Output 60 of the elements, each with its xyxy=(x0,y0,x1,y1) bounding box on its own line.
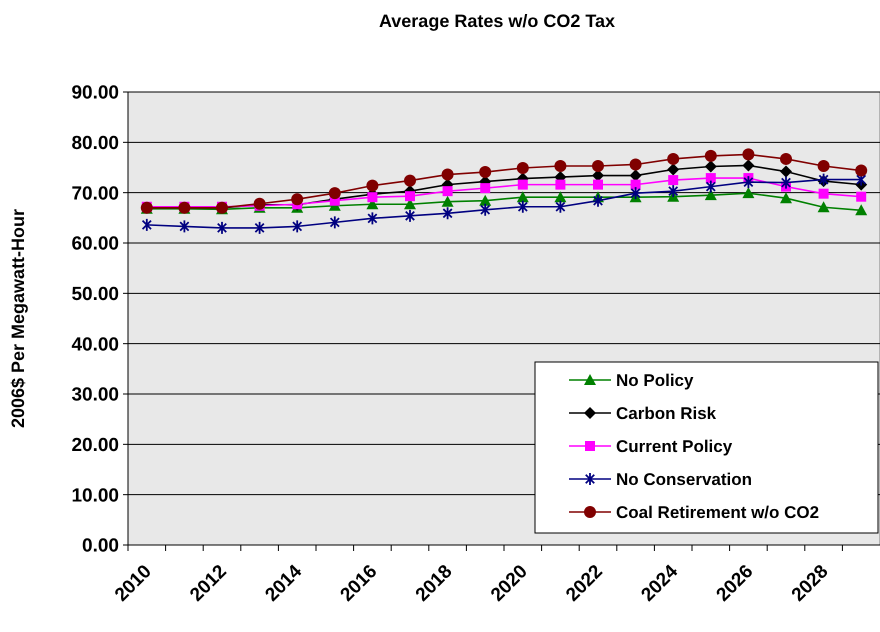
y-axis-title: 2006$ Per Megawatt-Hour xyxy=(8,208,28,428)
point xyxy=(818,188,829,199)
legend-label: No Policy xyxy=(616,370,694,390)
point xyxy=(780,192,792,204)
legend-label: Coal Retirement w/o CO2 xyxy=(616,502,820,522)
point xyxy=(480,183,490,194)
point xyxy=(479,166,492,178)
y-tick-label: 60.00 xyxy=(71,234,119,255)
y-tick-label: 0.00 xyxy=(82,536,119,557)
point xyxy=(856,192,866,202)
point xyxy=(630,187,640,200)
point xyxy=(516,162,529,174)
point xyxy=(706,173,716,184)
chart-title: Average Rates w/o CO2 Tax xyxy=(378,11,616,31)
point xyxy=(554,191,566,202)
legend-label: No Conservation xyxy=(616,470,752,489)
point xyxy=(742,159,754,172)
point xyxy=(592,160,604,172)
point xyxy=(742,187,754,198)
point xyxy=(555,180,566,190)
point xyxy=(404,174,416,187)
y-tick-label: 70.00 xyxy=(71,183,119,204)
point xyxy=(667,164,680,176)
y-tick-label: 30.00 xyxy=(71,384,119,406)
y-tick-label: 20.00 xyxy=(71,434,119,456)
point xyxy=(367,192,378,202)
point xyxy=(818,201,830,212)
point xyxy=(442,186,453,196)
point xyxy=(667,152,680,165)
point xyxy=(704,150,717,162)
point xyxy=(593,180,603,190)
point xyxy=(368,212,378,224)
point xyxy=(479,194,492,206)
point xyxy=(742,148,754,160)
y-tick-label: 40.00 xyxy=(71,334,119,356)
y-tick-label: 80.00 xyxy=(71,132,119,154)
point xyxy=(518,180,528,190)
point xyxy=(668,175,678,186)
point xyxy=(630,180,641,190)
point xyxy=(780,152,792,165)
point xyxy=(516,191,529,202)
point xyxy=(704,160,717,172)
point xyxy=(780,166,792,178)
point xyxy=(855,204,868,216)
point xyxy=(554,160,566,172)
point xyxy=(291,193,304,206)
point xyxy=(818,160,830,172)
point xyxy=(442,196,454,207)
point xyxy=(855,164,868,177)
legend-label: Current Policy xyxy=(616,436,733,456)
point xyxy=(366,180,378,192)
legend-label: Carbon Risk xyxy=(616,404,717,423)
point xyxy=(405,191,415,202)
y-tick-label: 10.00 xyxy=(71,485,119,506)
point xyxy=(630,158,642,170)
point xyxy=(328,187,341,200)
y-tick-label: 90.00 xyxy=(71,82,119,104)
point xyxy=(704,189,717,200)
point xyxy=(442,168,454,181)
y-tick-label: 50.00 xyxy=(71,284,119,305)
